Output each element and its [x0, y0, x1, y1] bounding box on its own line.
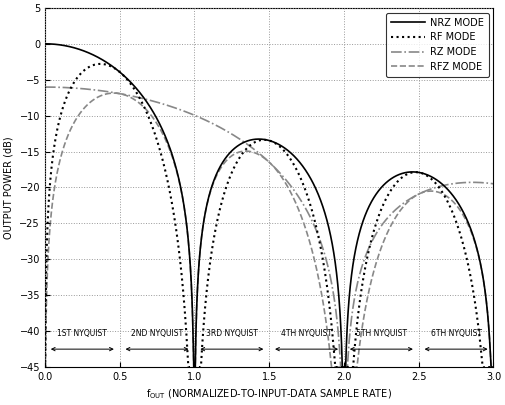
- RF MODE: [330, 337, 336, 342]
- RZ MODE: [330, 288, 336, 293]
- Text: 5TH NYQUIST: 5TH NYQUIST: [356, 329, 407, 338]
- RF MODE: [363, 260, 369, 265]
- RFZ MODE: [363, 302, 369, 307]
- NRZ MODE: [154, 116, 160, 121]
- RZ MODE: [490, 181, 496, 186]
- NRZ MODE: [363, 211, 369, 215]
- NRZ MODE: [190, 364, 196, 369]
- Y-axis label: OUTPUT POWER (dB): OUTPUT POWER (dB): [4, 136, 14, 239]
- NRZ MODE: [313, 187, 319, 192]
- RFZ MODE: [111, 91, 117, 96]
- RZ MODE: [363, 252, 369, 257]
- RZ MODE: [338, 364, 344, 369]
- RF MODE: [313, 224, 319, 229]
- RFZ MODE: [254, 151, 260, 156]
- RF MODE: [97, 62, 104, 66]
- Text: 2ND NYQUIST: 2ND NYQUIST: [131, 329, 183, 338]
- RZ MODE: [313, 228, 319, 232]
- Text: 4TH NYQUIST: 4TH NYQUIST: [281, 329, 332, 338]
- RZ MODE: [42, 85, 48, 90]
- NRZ MODE: [330, 245, 336, 250]
- RF MODE: [154, 137, 160, 142]
- RF MODE: [42, 364, 48, 369]
- Text: 3RD NYQUIST: 3RD NYQUIST: [206, 329, 258, 338]
- NRZ MODE: [254, 137, 260, 142]
- Line: RF MODE: RF MODE: [45, 64, 493, 367]
- RFZ MODE: [313, 265, 319, 270]
- RFZ MODE: [154, 121, 160, 126]
- RF MODE: [254, 139, 260, 144]
- Text: 1ST NYQUIST: 1ST NYQUIST: [58, 329, 107, 338]
- Text: 6TH NYQUIST: 6TH NYQUIST: [431, 329, 482, 338]
- RFZ MODE: [462, 215, 468, 220]
- RF MODE: [490, 364, 496, 369]
- NRZ MODE: [42, 41, 48, 46]
- RZ MODE: [254, 149, 260, 154]
- X-axis label: $\mathregular{f_{OUT}}$ (NORMALIZED-TO-INPUT-DATA SAMPLE RATE): $\mathregular{f_{OUT}}$ (NORMALIZED-TO-I…: [146, 388, 392, 401]
- RZ MODE: [462, 180, 468, 185]
- NRZ MODE: [490, 364, 496, 369]
- Line: RZ MODE: RZ MODE: [45, 87, 493, 367]
- RFZ MODE: [490, 364, 496, 369]
- NRZ MODE: [462, 212, 468, 217]
- RFZ MODE: [330, 364, 336, 369]
- Legend: NRZ MODE, RF MODE, RZ MODE, RFZ MODE: NRZ MODE, RF MODE, RZ MODE, RFZ MODE: [386, 13, 489, 77]
- Line: NRZ MODE: NRZ MODE: [45, 44, 493, 367]
- RZ MODE: [154, 100, 160, 104]
- RF MODE: [462, 247, 468, 252]
- RFZ MODE: [42, 364, 48, 369]
- Line: RFZ MODE: RFZ MODE: [45, 93, 493, 367]
